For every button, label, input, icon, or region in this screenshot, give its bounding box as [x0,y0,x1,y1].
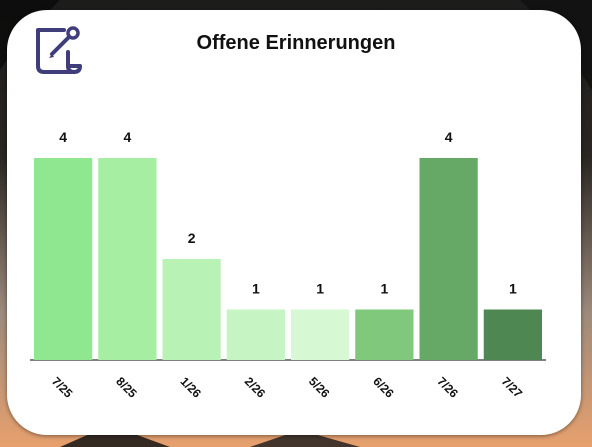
bar-7-27 [483,309,542,360]
bar-value-label: 1 [380,281,388,297]
bar-value-label: 4 [123,129,131,145]
bar-value-label: 1 [252,281,260,297]
bar-value-label: 4 [445,129,453,145]
bar-value-label: 1 [509,281,517,297]
x-tick-label: 6/26 [370,374,397,401]
x-tick-label: 7/27 [499,374,526,401]
bar-value-label: 2 [188,230,196,246]
bar-7-25 [34,158,93,360]
x-tick-label: 8/25 [113,374,140,401]
x-tick-label: 7/25 [49,374,76,401]
bar-1-26 [162,259,221,360]
chart-title: Offene Erinnerungen [196,32,396,54]
x-tick-label: 7/26 [435,374,462,401]
bar-6-26 [355,309,414,360]
bar-8-25 [98,158,157,360]
bar-2-26 [226,309,285,360]
x-tick-label: 1/26 [178,374,205,401]
x-tick-label: 5/26 [306,374,333,401]
note-edit-icon [36,26,82,74]
x-tick-label: 2/26 [242,374,269,401]
bar-value-label: 4 [59,129,67,145]
bar-7-26 [419,158,478,360]
bar-5-26 [291,309,350,360]
bar-value-label: 1 [316,281,324,297]
